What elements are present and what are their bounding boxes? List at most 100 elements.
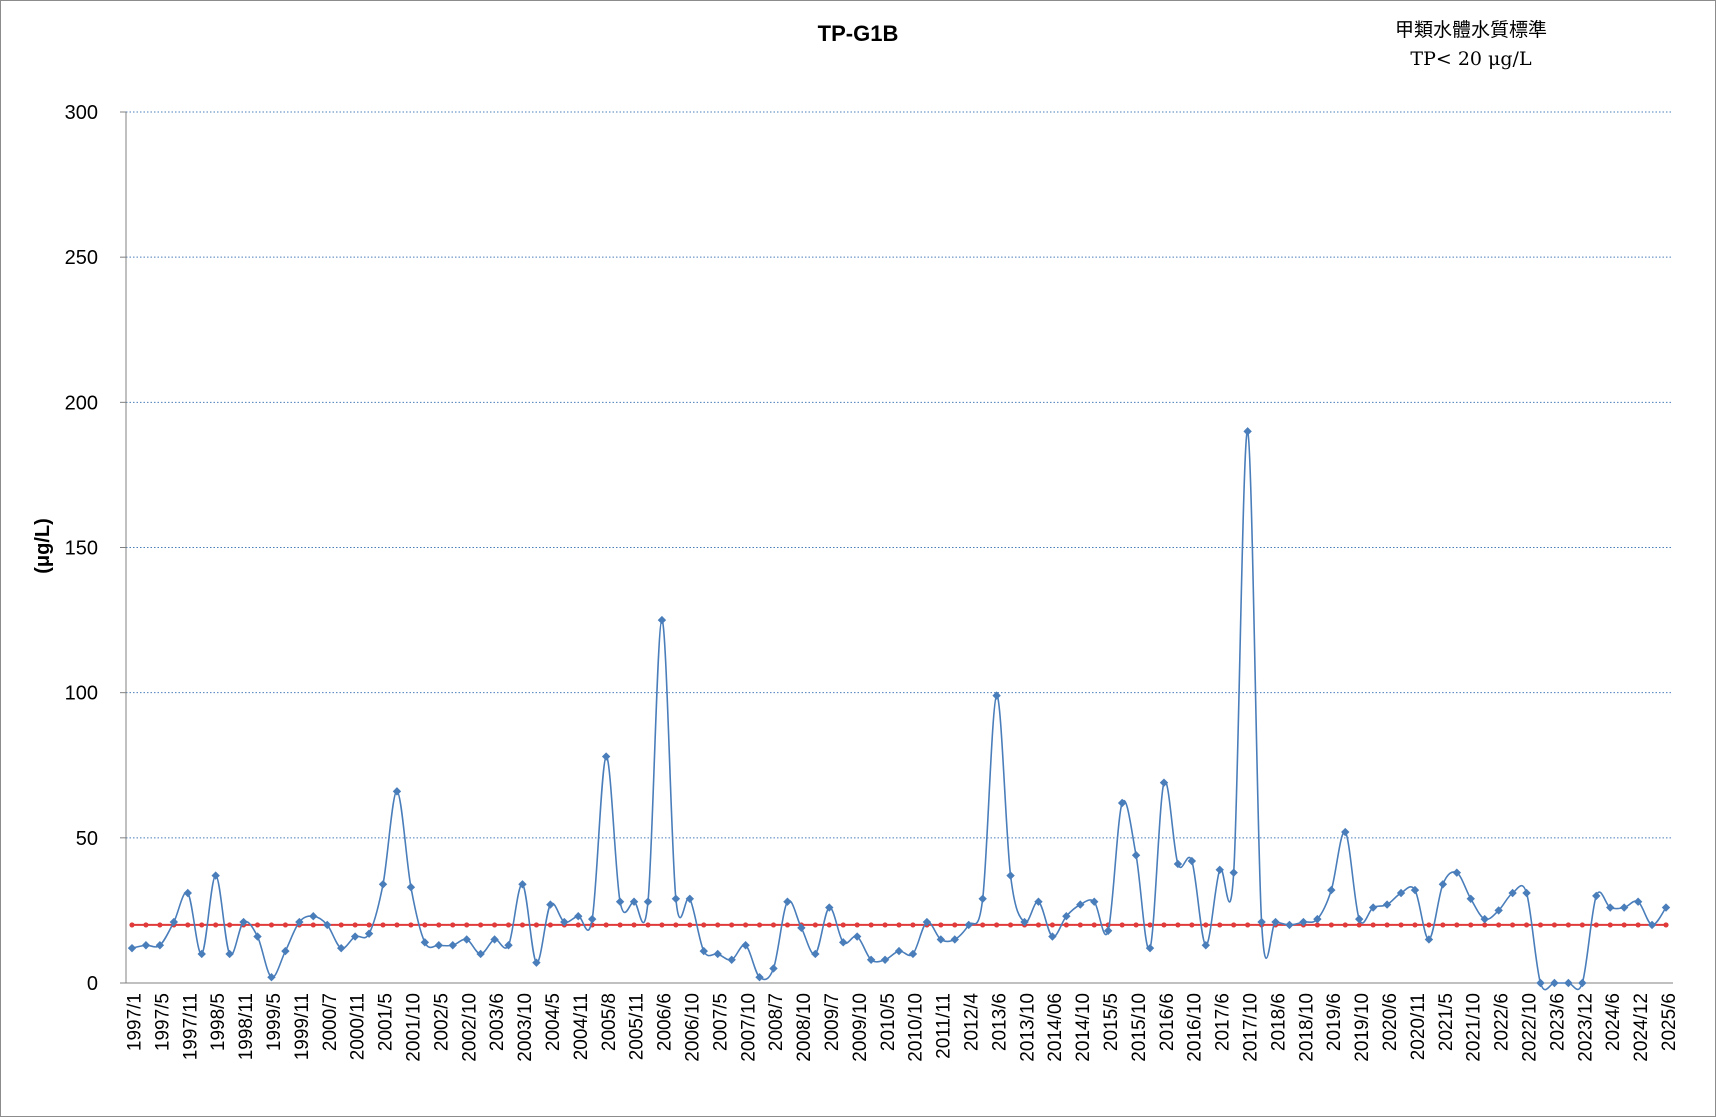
y-tick-label: 50 <box>76 828 98 850</box>
data-point-marker <box>253 932 262 941</box>
standard-point <box>199 922 205 928</box>
x-tick-label: 2009/10 <box>850 993 871 1062</box>
standard-point <box>938 922 944 928</box>
standard-point <box>826 922 832 928</box>
standard-point <box>254 922 261 928</box>
data-point-marker <box>615 897 625 906</box>
data-point-marker <box>964 920 973 930</box>
standard-point <box>282 922 288 928</box>
standard-point <box>1328 922 1334 928</box>
standard-note-line-1: 甲類水體水質標準 <box>1395 19 1547 41</box>
data-point-marker <box>1480 914 1489 924</box>
standard-point <box>1510 922 1516 928</box>
data-point-marker <box>350 932 360 941</box>
x-tick-label: 2014/06 <box>1045 993 1066 1062</box>
data-point-marker <box>797 923 806 933</box>
axes <box>120 111 1673 984</box>
x-tick-label: 1997/5 <box>152 993 173 1051</box>
standard-point <box>1426 922 1432 928</box>
data-point-marker <box>839 938 848 947</box>
x-tick-label: 2015/10 <box>1129 993 1150 1062</box>
data-point-marker <box>880 955 890 964</box>
standard-point <box>659 922 665 928</box>
data-point-marker <box>755 972 764 982</box>
data-point-marker <box>1355 914 1364 924</box>
x-tick-label: 2000/11 <box>348 993 369 1060</box>
x-tick-label: 1997/1 <box>125 993 146 1051</box>
standard-point <box>547 922 553 928</box>
x-tick-label: 2022/10 <box>1520 993 1541 1062</box>
data-point-marker <box>1396 888 1406 898</box>
standard-point <box>464 922 470 928</box>
x-tick-label: 1998/5 <box>208 993 229 1051</box>
data-point-marker <box>1299 917 1308 927</box>
x-tick-label: 2006/6 <box>655 993 676 1051</box>
y-tick-label: 100 <box>65 683 98 705</box>
standard-point <box>157 922 163 928</box>
standard-point <box>715 922 721 928</box>
data-point-marker <box>1173 859 1183 869</box>
standard-point <box>533 922 540 928</box>
x-tick-label: 2021/5 <box>1436 993 1457 1051</box>
standard-point <box>743 922 749 928</box>
standard-point <box>617 922 623 928</box>
data-point-marker <box>197 949 206 959</box>
x-tick-label: 2006/10 <box>683 993 704 1062</box>
data-point-marker <box>1285 920 1294 930</box>
standard-point <box>450 922 456 928</box>
data-point-marker <box>225 949 234 959</box>
y-axis-label: (μg/L) <box>32 518 54 574</box>
standard-point <box>1454 922 1460 928</box>
standard-point <box>436 922 442 928</box>
tp-series-line <box>131 430 1667 991</box>
x-tick-label: 2024/6 <box>1603 993 1624 1051</box>
data-point-marker <box>769 964 778 973</box>
standard-point <box>812 922 818 928</box>
data-point-marker <box>183 888 192 898</box>
x-tick-label: 2020/11 <box>1408 993 1429 1060</box>
standard-point <box>505 922 512 928</box>
data-point-marker <box>169 917 179 927</box>
data-point-marker <box>211 871 220 880</box>
data-point-marker <box>1410 885 1420 895</box>
standard-point <box>1231 922 1237 928</box>
x-tick-label: 1999/5 <box>264 993 285 1051</box>
data-point-marker <box>1508 888 1517 898</box>
standard-point <box>1189 922 1195 928</box>
x-tick-label: 2022/6 <box>1492 993 1513 1051</box>
standard-point <box>1077 922 1083 928</box>
standard-point <box>338 922 344 928</box>
standard-point <box>366 922 372 928</box>
standard-point <box>1314 922 1320 928</box>
standard-point <box>1551 922 1558 928</box>
standard-point <box>1370 922 1376 928</box>
standard-point <box>1412 922 1418 928</box>
data-point-marker <box>1633 897 1643 906</box>
x-tick-label: 2025/6 <box>1659 993 1680 1051</box>
standard-point <box>1175 922 1181 928</box>
data-point-marker <box>629 897 639 906</box>
data-point-marker <box>1145 943 1155 953</box>
x-tick-label: 2021/10 <box>1464 993 1485 1062</box>
x-tick-label: 1998/11 <box>236 993 257 1060</box>
x-tick-label: 2013/10 <box>1017 993 1038 1062</box>
data-point-marker <box>1215 865 1224 874</box>
standard-point <box>1663 922 1669 928</box>
standard-point <box>952 922 958 928</box>
x-tick-label: 2008/10 <box>794 993 815 1062</box>
standard-point <box>1523 922 1530 928</box>
standard-point <box>603 922 609 928</box>
data-point-marker <box>1619 903 1629 912</box>
standard-point <box>1565 922 1571 928</box>
x-tick-label: 2010/5 <box>878 993 899 1051</box>
data-point-marker <box>727 955 736 964</box>
standard-point <box>868 922 874 928</box>
x-tick-label: 2005/11 <box>627 993 648 1060</box>
data-point-marker <box>1661 903 1671 912</box>
standard-point <box>980 922 986 928</box>
x-tick-label: 2009/7 <box>822 993 843 1051</box>
data-point-marker <box>462 935 471 944</box>
standard-point <box>1607 922 1613 928</box>
data-point-marker <box>281 946 290 956</box>
